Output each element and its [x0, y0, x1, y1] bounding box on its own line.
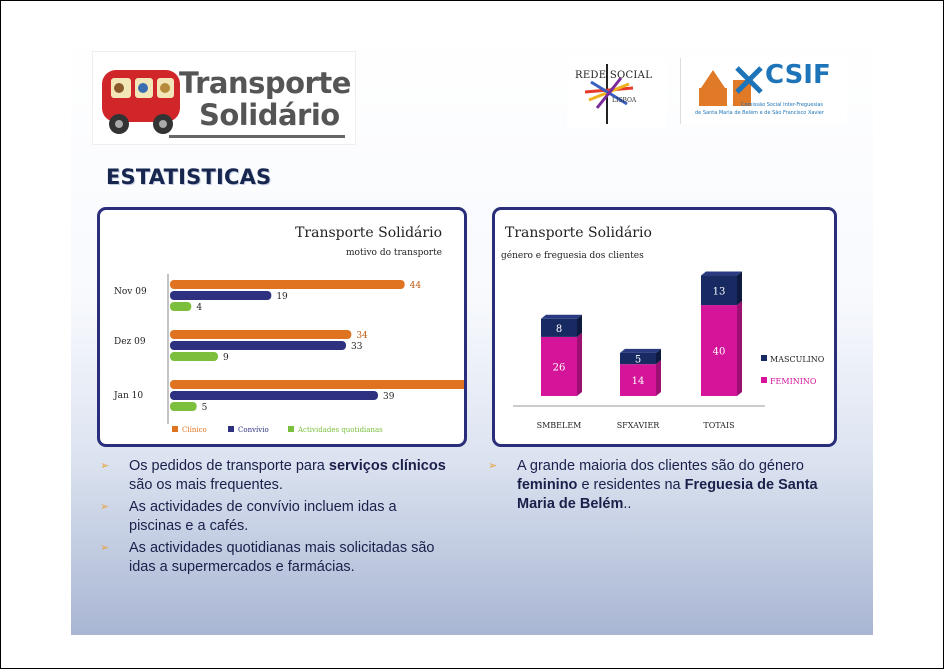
windmill-icon: [699, 66, 763, 106]
bullet-left-1-text: Os pedidos de transporte para: [129, 458, 329, 474]
rede-social-logo: REDE SOCIAL LISBOA: [567, 58, 667, 128]
csif-logo: CSIF Comissão Social Inter-Freguesias de…: [680, 58, 847, 124]
bullet-left-3-text: As actividades quotidianas mais solicita…: [129, 540, 435, 556]
legend-swatch: [228, 426, 234, 432]
data-label: 5: [202, 403, 208, 413]
bullet-left-2: ➢ As actividades de convívio incluem ida…: [100, 498, 479, 536]
csif-subtitle-2: de Santa Maria de Belém e de São Francis…: [695, 110, 824, 116]
data-label: 9: [223, 353, 229, 363]
category-label: Dez 09: [114, 337, 146, 347]
rede-social-sub: LISBOA: [612, 97, 637, 104]
bar-top: [541, 314, 582, 319]
bar-top: [701, 271, 742, 276]
bullet-left-2-text: As actividades de convívio incluem idas …: [129, 499, 397, 515]
bullet-left-3-line2: idas a supermercados e farmácias.: [129, 559, 355, 575]
bar: [170, 291, 272, 300]
legend-swatch: [761, 355, 767, 361]
logo-line-1: Transporte: [179, 66, 351, 100]
bar: [170, 280, 405, 289]
bullet-arrow-icon: ➢: [488, 460, 498, 472]
category-label: Jan 10: [113, 391, 143, 401]
data-label: 5: [635, 355, 641, 366]
bullet-left-3: ➢ As actividades quotidianas mais solici…: [100, 539, 479, 577]
bar-top: [620, 348, 661, 353]
bullet-left-1: ➢ Os pedidos de transporte para serviços…: [100, 457, 479, 495]
legend-swatch: [172, 426, 178, 432]
chart-subtitle: motivo do transporte: [346, 248, 442, 258]
chart-genero-panel: Transporte Solidário género e freguesia d…: [492, 207, 837, 447]
bullet-right-bold1: feminino: [517, 477, 578, 493]
csif-title: CSIF: [765, 60, 831, 90]
stacked-bar: [541, 318, 577, 337]
data-label: 26: [553, 362, 566, 373]
logo-underline: [169, 135, 345, 138]
legend-swatch: [761, 377, 767, 383]
legend-label: Clínico: [182, 426, 207, 434]
bullet-right-mid: e residentes na: [577, 477, 685, 493]
chart-motivo-panel: Transporte Solidário motivo do transporte…: [97, 207, 467, 447]
stacked-bar: [701, 305, 737, 396]
transporte-solidario-logo: Transporte Solidário: [92, 51, 356, 145]
bar: [170, 330, 352, 339]
stacked-bar: [541, 336, 577, 396]
bullet-arrow-icon: ➢: [100, 460, 110, 472]
data-label: 33: [351, 342, 363, 352]
legend-swatch: [288, 426, 294, 432]
bar-side: [656, 360, 661, 396]
bar-side: [577, 332, 582, 396]
legend-label: MASCULINO: [770, 355, 825, 364]
bus-icon: [102, 70, 180, 134]
data-label: 4: [196, 303, 202, 313]
chart-motivo: Transporte Solidário motivo do transporte…: [113, 225, 464, 434]
bar: [170, 402, 197, 411]
category-label: SFXAVIER: [617, 421, 661, 430]
section-heading: ESTATISTICAS: [106, 165, 272, 189]
bullet-arrow-icon: ➢: [100, 542, 110, 554]
data-label: 8: [556, 324, 562, 335]
bullet-right-bold2: Freguesia de Santa: [684, 477, 818, 493]
stacked-bar: [620, 364, 656, 396]
bullet-left-1-line2: são os mais frequentes.: [129, 477, 283, 493]
csif-subtitle-1: Comissão Social Inter-Freguesias: [741, 102, 823, 108]
rede-social-text: REDE SOCIAL: [575, 70, 653, 81]
data-label: 14: [632, 376, 645, 387]
data-label: 39: [383, 392, 395, 402]
bar-side: [577, 314, 582, 337]
bullet-right-bold3: Maria de Belém: [517, 496, 624, 512]
chart-subtitle: género e freguesia dos clientes: [501, 250, 644, 261]
bar: [170, 391, 378, 400]
chart-genero: Transporte Solidário género e freguesia d…: [501, 225, 825, 430]
data-label: 19: [276, 292, 288, 302]
category-label: TOTAIS: [703, 421, 734, 430]
chart-title: Transporte Solidário: [505, 225, 652, 241]
category-label: Nov 09: [114, 287, 147, 297]
legend-label: FEMININO: [770, 377, 817, 386]
bar-side: [737, 271, 742, 306]
bullet-right-end: ..: [623, 496, 632, 512]
bullet-right-line1: A grande maioria dos clientes são do gén…: [517, 458, 804, 474]
data-label: 44: [410, 281, 422, 291]
bullet-left-2-line2: piscinas e a cafés.: [129, 518, 249, 534]
chart-title: Transporte Solidário: [295, 225, 442, 241]
bar: [170, 352, 218, 361]
data-label: 13: [713, 286, 726, 297]
bullet-arrow-icon: ➢: [100, 501, 110, 513]
stacked-bar: [620, 352, 656, 365]
bullet-left-1-bold: serviços clínicos: [328, 458, 446, 474]
legend-label: Actividades quotidianas: [297, 426, 383, 434]
legend-label: Convívio: [238, 426, 269, 434]
bar: [170, 302, 192, 311]
data-label: 40: [713, 347, 726, 358]
bar-side: [737, 301, 742, 396]
category-label: SMBELEM: [537, 421, 582, 430]
bullet-right: ➢ A grande maioria dos clientes são do g…: [488, 457, 857, 514]
data-label: 34: [356, 331, 368, 341]
bar: [170, 380, 464, 389]
bar: [170, 341, 346, 350]
stacked-bar: [701, 275, 737, 306]
logo-line-2: Solidário: [199, 98, 340, 132]
bar-side: [656, 348, 661, 365]
rede-social-mark-icon: [584, 64, 634, 124]
